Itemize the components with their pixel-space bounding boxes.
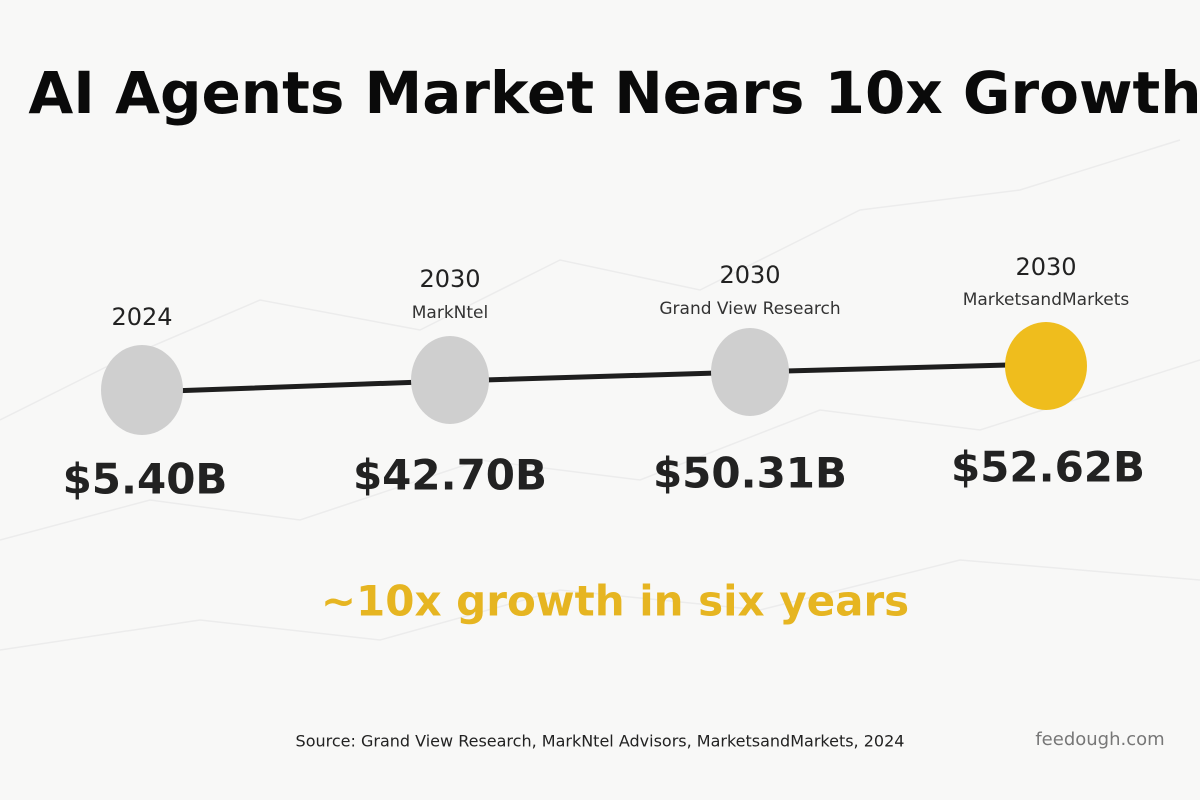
source: MarketsandMarkets [963, 290, 1130, 310]
node: 2030 MarketsandMarkets $52.62B [951, 253, 1145, 492]
year: 2030 [719, 261, 780, 289]
timeline-line [141, 361, 1047, 395]
brand: feedough.com [1035, 729, 1164, 750]
title: AI Agents Market Nears 10x Growth [28, 59, 1200, 127]
node: 2030 MarkNtel $42.70B [353, 265, 547, 500]
value: $5.40B [63, 455, 228, 504]
value: $52.62B [951, 443, 1145, 492]
year: 2030 [419, 265, 480, 293]
value: $50.31B [653, 449, 847, 498]
node: 2030 Grand View Research $50.31B [653, 261, 847, 498]
node-circle [101, 345, 183, 435]
source-note: Source: Grand View Research, MarkNtel Ad… [296, 732, 905, 751]
value: $42.70B [353, 451, 547, 500]
node-circle [1005, 322, 1087, 410]
node: 2024 $5.40B [63, 303, 228, 504]
year: 2030 [1015, 253, 1076, 281]
source: MarkNtel [412, 303, 488, 323]
background-pattern [0, 139, 1200, 651]
node-circle [411, 336, 489, 424]
node-circle [711, 328, 789, 416]
tagline: ~10x growth in six years [321, 577, 909, 626]
source: Grand View Research [659, 299, 840, 319]
year: 2024 [111, 303, 172, 331]
